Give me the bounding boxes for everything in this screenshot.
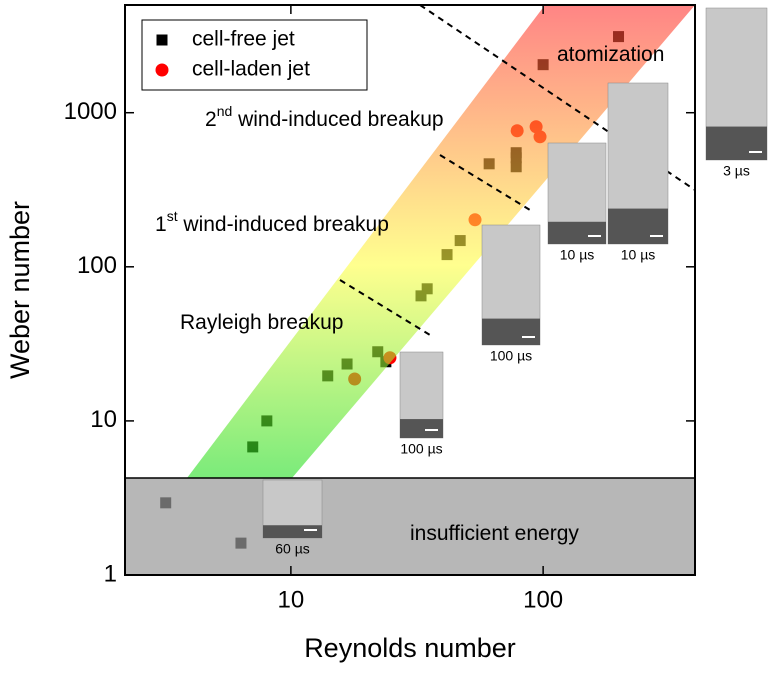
inset-label: 60 µs (275, 541, 310, 557)
annotation-part: 2 (205, 108, 217, 131)
superscript: st (167, 208, 178, 224)
annotation-part: atomization (557, 43, 664, 66)
inset-image-shadow (400, 419, 443, 438)
overlay: cell-free jet cell-laden jet atomization 2n… (125, 5, 768, 576)
annotation: atomization (557, 43, 664, 66)
y-axis-label: Weber number (5, 201, 35, 379)
x-tick-label: 100 (523, 586, 563, 613)
annotation-part: wind-induced breakup (178, 213, 389, 236)
y-tick-label: 1000 (64, 98, 117, 125)
legend-label: cell-free jet (192, 28, 295, 51)
annotation: 1st wind-induced breakup (155, 208, 389, 236)
inset-label: 100 µs (400, 441, 442, 457)
annotation: insufficient energy (410, 522, 579, 545)
legend-label: cell-laden jet (192, 58, 310, 81)
annotation-part: insufficient energy (410, 522, 579, 545)
annotation: 2nd wind-induced breakup (205, 103, 444, 131)
insufficient-region (125, 478, 695, 575)
superscript: nd (217, 103, 233, 119)
regions (125, 5, 695, 575)
plot-frame (124, 4, 696, 576)
annotation-part: 1 (155, 213, 167, 236)
inset-image-shadow (548, 221, 606, 244)
x-axis-label: Reynolds number (304, 633, 516, 663)
annotation-part: Rayleigh breakup (180, 311, 343, 334)
inset-label: 3 µs (723, 163, 750, 179)
y-tick-label: 10 (90, 406, 117, 433)
y-tick-label: 1 (104, 560, 117, 587)
annotation: Rayleigh breakup (180, 311, 343, 334)
inset-image-shadow (706, 126, 767, 160)
inset-label: 10 µs (560, 247, 595, 263)
inset-image-shadow (482, 318, 540, 345)
legend-box (141, 19, 368, 91)
annotation-part: wind-induced breakup (232, 108, 443, 131)
marker (155, 63, 169, 77)
x-tick-label: 10 (278, 586, 305, 613)
inset-image-shadow (263, 525, 322, 538)
inset-label: 100 µs (490, 348, 532, 364)
breakup-band (187, 5, 695, 478)
marker (156, 34, 168, 46)
y-tick-label: 100 (77, 252, 117, 279)
inset-image-shadow (608, 208, 668, 244)
inset-label: 10 µs (621, 247, 656, 263)
